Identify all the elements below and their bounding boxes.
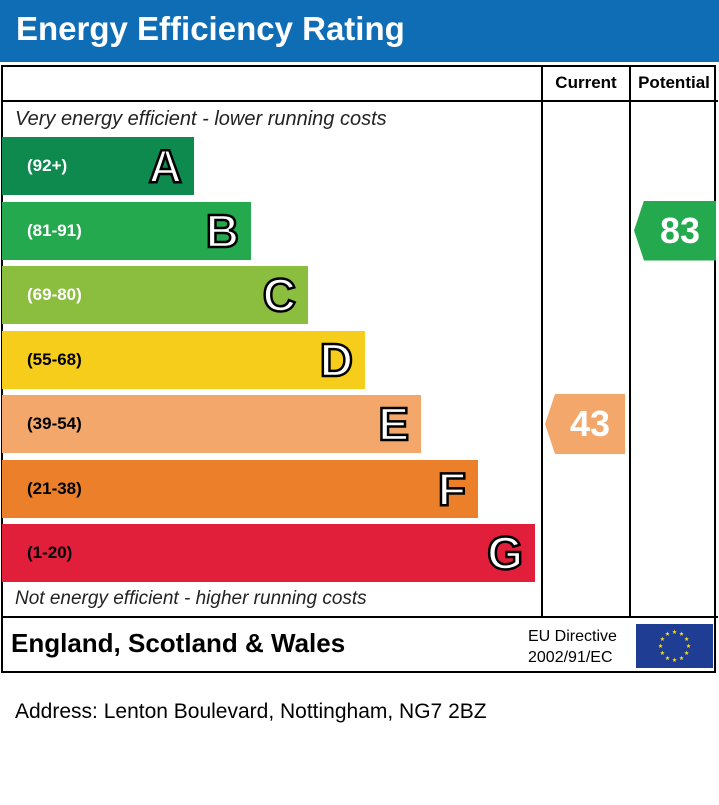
band-range-label: (21-38) (27, 478, 82, 498)
band-e: (39-54) E (2, 395, 421, 453)
current-rating-pointer: 43 (545, 394, 625, 454)
eu-flag-icon (636, 624, 713, 668)
band-letter-label: A (148, 139, 184, 194)
eu-star-icon (665, 631, 670, 636)
band-letter-label: C (262, 268, 298, 323)
eu-star-icon (658, 643, 663, 648)
footer-divider (1, 616, 718, 618)
eu-star-icon (660, 650, 665, 655)
band-range-label: (69-80) (27, 285, 82, 304)
property-address: Address: Lenton Boulevard, Nottingham, N… (15, 700, 487, 723)
eu-star-icon (684, 636, 689, 641)
eu-star-icon (684, 650, 689, 655)
band-d: (55-68) D (2, 330, 365, 389)
eu-directive-line2: 2002/91/EC (528, 649, 613, 666)
header-divider (1, 100, 718, 102)
current-column-header: Current (555, 73, 617, 92)
eu-star-icon (660, 636, 665, 641)
potential-rating-pointer: 83 (634, 200, 716, 261)
band-b: (81-91) B (2, 201, 251, 260)
band-letter-label: B (205, 203, 241, 258)
band-range-label: (81-91) (27, 220, 82, 240)
eu-star-icon (672, 657, 677, 662)
current-rating-pointer-value: 43 (569, 403, 611, 444)
band-letter-label: E (377, 397, 410, 452)
band-range-label: (1-20) (27, 543, 73, 562)
potential-rating-pointer-value: 83 (659, 209, 701, 251)
band-c: (69-80) C (2, 266, 308, 324)
current-column-divider (541, 65, 543, 618)
eu-star-icon (679, 631, 684, 636)
top-note: Very energy efficient - lower running co… (15, 108, 387, 130)
eu-directive-text: EU Directive 2002/91/EC (528, 626, 617, 668)
bottom-note: Not energy efficient - higher running co… (15, 588, 367, 609)
band-g: (1-20) G (2, 524, 535, 582)
band-a: (92+) A (2, 137, 194, 195)
title-bar: Energy Efficiency Rating (0, 0, 719, 62)
band-f: (21-38) F (2, 459, 478, 518)
eu-star-icon (665, 655, 670, 661)
potential-column-divider (629, 65, 631, 618)
eu-directive-line1: EU Directive (528, 628, 617, 645)
band-range-label: (39-54) (27, 414, 82, 433)
chart-title: Energy Efficiency Rating (16, 10, 405, 47)
band-range-label: (55-68) (27, 349, 82, 369)
footer-country: England, Scotland & Wales (11, 628, 346, 658)
band-letter-label: F (437, 461, 468, 516)
eu-star-icon (672, 629, 677, 634)
potential-column-header: Potential (638, 73, 710, 92)
eu-star-icon (686, 643, 691, 648)
band-letter-label: D (319, 332, 355, 387)
band-range-label: (92+) (27, 156, 68, 175)
eu-star-icon (679, 655, 684, 661)
band-letter-label: G (486, 526, 524, 581)
